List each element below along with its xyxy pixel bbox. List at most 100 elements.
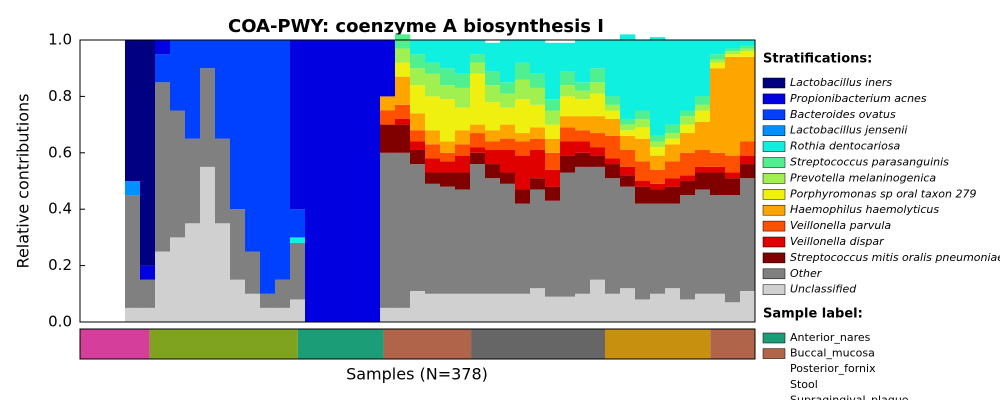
bar-segment [575, 152, 591, 167]
bar-segment [665, 161, 681, 179]
bar-segment [650, 189, 666, 204]
bar-segment [635, 40, 651, 111]
sample-legend-swatch [762, 348, 786, 359]
bar-segment [605, 293, 621, 322]
bar-segment [725, 54, 741, 57]
bar-segment [605, 104, 621, 111]
bar-segment [560, 172, 576, 297]
bar-segment [425, 158, 441, 173]
legend-label: Rothia dentocariosa [790, 140, 901, 153]
bar-segment [275, 279, 291, 308]
bar-segment [515, 133, 531, 142]
bar-segment [620, 135, 636, 150]
bar-segment [170, 237, 186, 322]
bar-segment [680, 152, 696, 176]
bar-segment [575, 82, 591, 91]
sample-strip-block [297, 329, 384, 359]
bar-segment [425, 73, 441, 97]
bar-segment [140, 307, 156, 322]
bar-segment [215, 40, 231, 139]
y-tick-label: 0.2 [48, 256, 72, 274]
bar-segment [665, 40, 681, 125]
bar-segment [170, 110, 186, 238]
bar-segment [290, 299, 306, 322]
bar-segment [605, 118, 621, 136]
bar-segment [380, 110, 396, 125]
bar-segment [500, 138, 516, 150]
bar-segment [605, 158, 621, 165]
y-tick-label: 0.6 [48, 143, 72, 161]
bar-segment [410, 68, 426, 86]
bar-segment [560, 85, 576, 97]
bar-segment [395, 152, 411, 308]
bar-segment [515, 203, 531, 294]
bar-segment [545, 110, 561, 125]
bar-segment [695, 293, 711, 322]
bar-segment [395, 307, 411, 322]
bar-segment [245, 293, 261, 322]
bar-segment [725, 40, 741, 49]
sample-strip-block [80, 329, 150, 359]
bar-segment [710, 68, 726, 153]
bar-segment [665, 124, 681, 134]
bar-segment [290, 209, 306, 238]
bar-segment [170, 40, 186, 111]
bar-segment [470, 133, 486, 148]
bar-segment [440, 99, 456, 142]
legend-swatch [762, 189, 786, 200]
legend-swatch [762, 93, 786, 105]
bar-segment [710, 195, 726, 294]
bar-segment [395, 118, 411, 125]
bar-segment [440, 68, 456, 86]
bar-segment [455, 107, 471, 131]
y-tick-label: 0.4 [48, 200, 72, 218]
y-tick-label: 0.8 [48, 87, 72, 105]
bar-segment [410, 130, 426, 142]
bar-segment [680, 181, 696, 196]
bar-segment [575, 90, 591, 100]
bar-segment [410, 40, 426, 55]
bar-segment [185, 138, 201, 224]
bar-segment [500, 82, 516, 94]
bar-segment [440, 172, 456, 187]
bar-segment [515, 293, 531, 322]
legend-title: Stratifications: [763, 52, 872, 67]
bar-segment [545, 200, 561, 297]
sample-strip-block [383, 329, 472, 359]
bar-segment [245, 251, 261, 294]
bar-segment [605, 96, 621, 105]
bar-segment [290, 237, 306, 244]
bar-segment [185, 40, 201, 139]
sample-strip-block [149, 329, 298, 359]
bar-segment [395, 76, 411, 105]
bar-segment [410, 164, 426, 291]
bar-segment [605, 164, 621, 179]
bar-segment [710, 62, 726, 69]
bar-segment [425, 293, 441, 322]
bar-segment [740, 40, 756, 46]
bar-segment [620, 34, 636, 119]
bar-segment [650, 37, 666, 136]
bar-segment [470, 124, 486, 134]
strip-frame [79, 328, 756, 360]
legend-label: Other [790, 267, 823, 280]
bar-segment [200, 40, 216, 69]
bar-segment [620, 130, 636, 136]
bar-segment [680, 299, 696, 322]
bar-segment [605, 178, 621, 294]
bar-segment [455, 293, 471, 322]
legend-swatch [762, 125, 786, 136]
bar-segment [740, 51, 756, 57]
bar-segment [695, 189, 711, 294]
bar-segment [725, 178, 741, 196]
bar-segment [635, 138, 651, 162]
bar-segment [530, 178, 546, 190]
bar-segment [650, 147, 666, 156]
bar-segment [395, 48, 411, 63]
bar-segment [560, 296, 576, 322]
bar-segment [410, 113, 426, 131]
bar-segment [575, 141, 591, 153]
bar-segment [575, 130, 591, 142]
bar-segment [365, 40, 381, 322]
